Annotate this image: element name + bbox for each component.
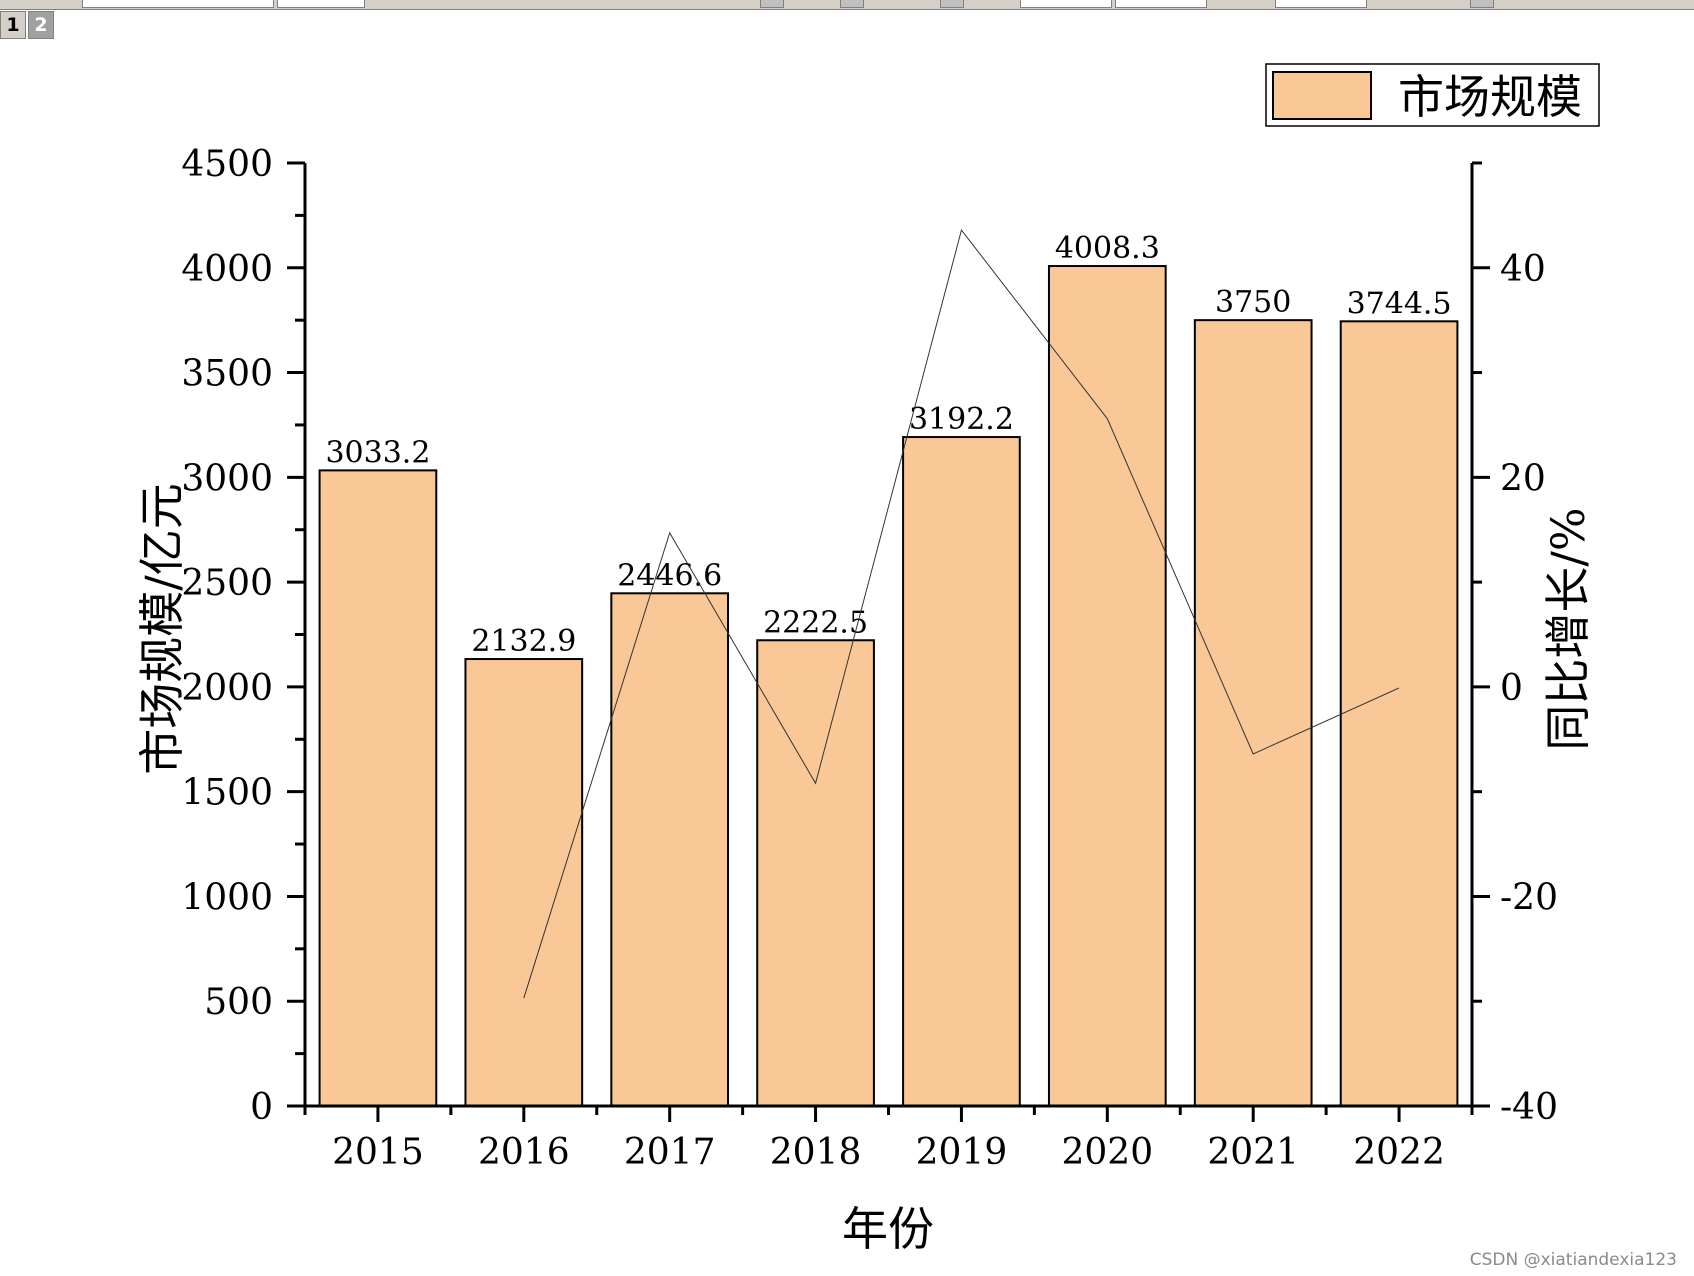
font-select[interactable]	[82, 0, 274, 8]
layer-tab-1[interactable]: 1	[0, 11, 26, 39]
y-axis-title: 市场规模/亿元	[135, 483, 189, 775]
left-axis-ticks: 0 500 1000 1500 2000 2500 3000 3500 4000 4500	[181, 144, 305, 1128]
toolbar-field[interactable]	[1275, 0, 1367, 8]
y-tick-label-2000: 2000	[181, 668, 273, 709]
x-tick-label-2017: 2017	[624, 1132, 716, 1173]
bar-value-label-2022: 3744.5	[1347, 286, 1452, 321]
x-tick-label-2018: 2018	[770, 1132, 862, 1173]
y-tick-label-1500: 1500	[181, 773, 273, 814]
bar-2022	[1339, 320, 1459, 1107]
right-axis-ticks: -40 -20 0 20 40	[1472, 161, 1558, 1128]
y2-axis-title: 同比增长/%	[1541, 507, 1595, 750]
y2-tick-label--20: -20	[1500, 877, 1558, 918]
y-tick-label-3500: 3500	[181, 354, 273, 395]
y2-tick-label-40: 40	[1500, 249, 1546, 290]
x-tick-label-2019: 2019	[916, 1132, 1008, 1173]
layer-tabs: 1 2	[0, 11, 54, 39]
bars-group	[318, 265, 1459, 1107]
y2-tick-label-0: 0	[1500, 668, 1523, 709]
y-tick-label-0: 0	[250, 1087, 273, 1128]
x-tick-label-2016: 2016	[478, 1132, 570, 1173]
bar-value-label-2018: 2222.5	[763, 605, 868, 640]
y-tick-label-4500: 4500	[181, 144, 273, 185]
legend-swatch	[1272, 71, 1372, 120]
legend-label: 市场规模	[1398, 70, 1582, 124]
toolbar-field[interactable]	[1020, 0, 1112, 8]
legend: 市场规模	[1265, 63, 1600, 127]
y2-tick-label--40: -40	[1500, 1087, 1558, 1128]
bar-value-label-2015: 3033.2	[325, 435, 430, 470]
growth-line	[523, 228, 1400, 999]
bar-value-label-2020: 4008.3	[1055, 231, 1160, 266]
bar-value-label-2019: 3192.2	[909, 402, 1014, 437]
x-axis-ticks: 2015 2016 2017 2018 2019 2020 2021 2022	[303, 1106, 1474, 1173]
bar-2015	[318, 469, 438, 1107]
bar-2021	[1193, 319, 1313, 1107]
y-tick-label-500: 500	[204, 982, 273, 1023]
bar-2019	[902, 436, 1021, 1107]
y-tick-label-4000: 4000	[181, 249, 273, 290]
layer-tab-2[interactable]: 2	[28, 11, 54, 39]
y-tick-label-2500: 2500	[181, 563, 273, 604]
x-tick-label-2022: 2022	[1353, 1132, 1445, 1173]
font-size-select[interactable]	[277, 0, 365, 8]
y-tick-label-3000: 3000	[181, 458, 273, 499]
bar-2018	[756, 639, 875, 1107]
y-tick-label-1000: 1000	[181, 877, 273, 918]
toolbar-button[interactable]	[840, 0, 864, 8]
toolbar	[0, 0, 1694, 10]
toolbar-field[interactable]	[1115, 0, 1207, 8]
bar-2020	[1047, 265, 1167, 1107]
x-tick-label-2021: 2021	[1207, 1132, 1299, 1173]
x-tick-label-2015: 2015	[332, 1132, 424, 1173]
watermark: CSDN @xiatiandexia123	[1469, 1250, 1677, 1270]
bar-value-label-2017: 2446.6	[617, 558, 722, 593]
toolbar-button[interactable]	[760, 0, 784, 8]
y2-tick-label-20: 20	[1500, 458, 1546, 499]
x-tick-label-2020: 2020	[1062, 1132, 1154, 1173]
bar-value-label-2016: 2132.9	[471, 624, 576, 659]
bar-2016	[464, 658, 584, 1107]
toolbar-button[interactable]	[940, 0, 964, 8]
bar-labels-group: 3033.2 2132.9 2446.6 2222.5 3192.2 4008.3 3750…	[325, 231, 1451, 659]
x-axis-title: 年份	[842, 1202, 934, 1256]
toolbar-button[interactable]	[1470, 0, 1494, 8]
bar-2017	[610, 592, 730, 1107]
bar-value-label-2021: 3750	[1215, 285, 1291, 320]
